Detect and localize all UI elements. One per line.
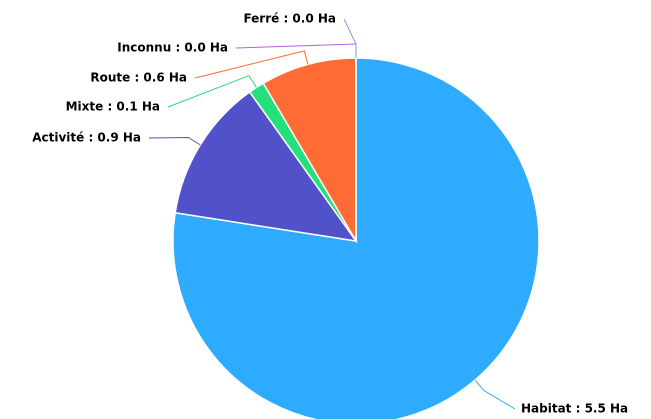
slice-label: Inconnu : 0.0 Ha <box>117 41 228 55</box>
slice-label: Ferré : 0.0 Ha <box>243 12 336 26</box>
pie-slice <box>262 57 357 244</box>
leader-line <box>474 379 516 410</box>
slice-label: Mixte : 0.1 Ha <box>66 100 160 114</box>
leader-line <box>148 137 201 146</box>
leader-line <box>167 75 257 108</box>
slice-label: Activité : 0.9 Ha <box>32 131 141 145</box>
leader-line <box>235 43 357 58</box>
leader-line <box>194 50 309 79</box>
slice-label: Habitat : 5.5 Ha <box>521 402 628 416</box>
pie-slice <box>174 90 358 243</box>
slice-label: Route : 0.6 Ha <box>90 71 187 85</box>
leader-line <box>343 18 357 58</box>
